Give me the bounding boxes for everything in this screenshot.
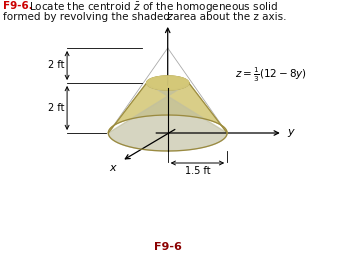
- Text: F9-6: F9-6: [154, 242, 182, 252]
- Text: formed by revolving the shaded area about the z axis.: formed by revolving the shaded area abou…: [3, 12, 286, 22]
- Text: $z = \frac{1}{3}(12 - 8y)$: $z = \frac{1}{3}(12 - 8y)$: [235, 66, 307, 84]
- Text: $y$: $y$: [287, 127, 295, 139]
- Text: 2 ft: 2 ft: [48, 103, 64, 113]
- Text: Locate the centroid $\bar{z}$ of the homogeneous solid: Locate the centroid $\bar{z}$ of the hom…: [29, 1, 278, 15]
- Text: F9-6.: F9-6.: [3, 1, 33, 11]
- Polygon shape: [108, 83, 227, 151]
- Text: 2 ft: 2 ft: [48, 60, 64, 70]
- Polygon shape: [108, 76, 227, 133]
- Text: $x$: $x$: [109, 163, 118, 173]
- Polygon shape: [147, 76, 189, 90]
- Text: $z$: $z$: [166, 12, 174, 22]
- Text: 1.5 ft: 1.5 ft: [184, 166, 210, 176]
